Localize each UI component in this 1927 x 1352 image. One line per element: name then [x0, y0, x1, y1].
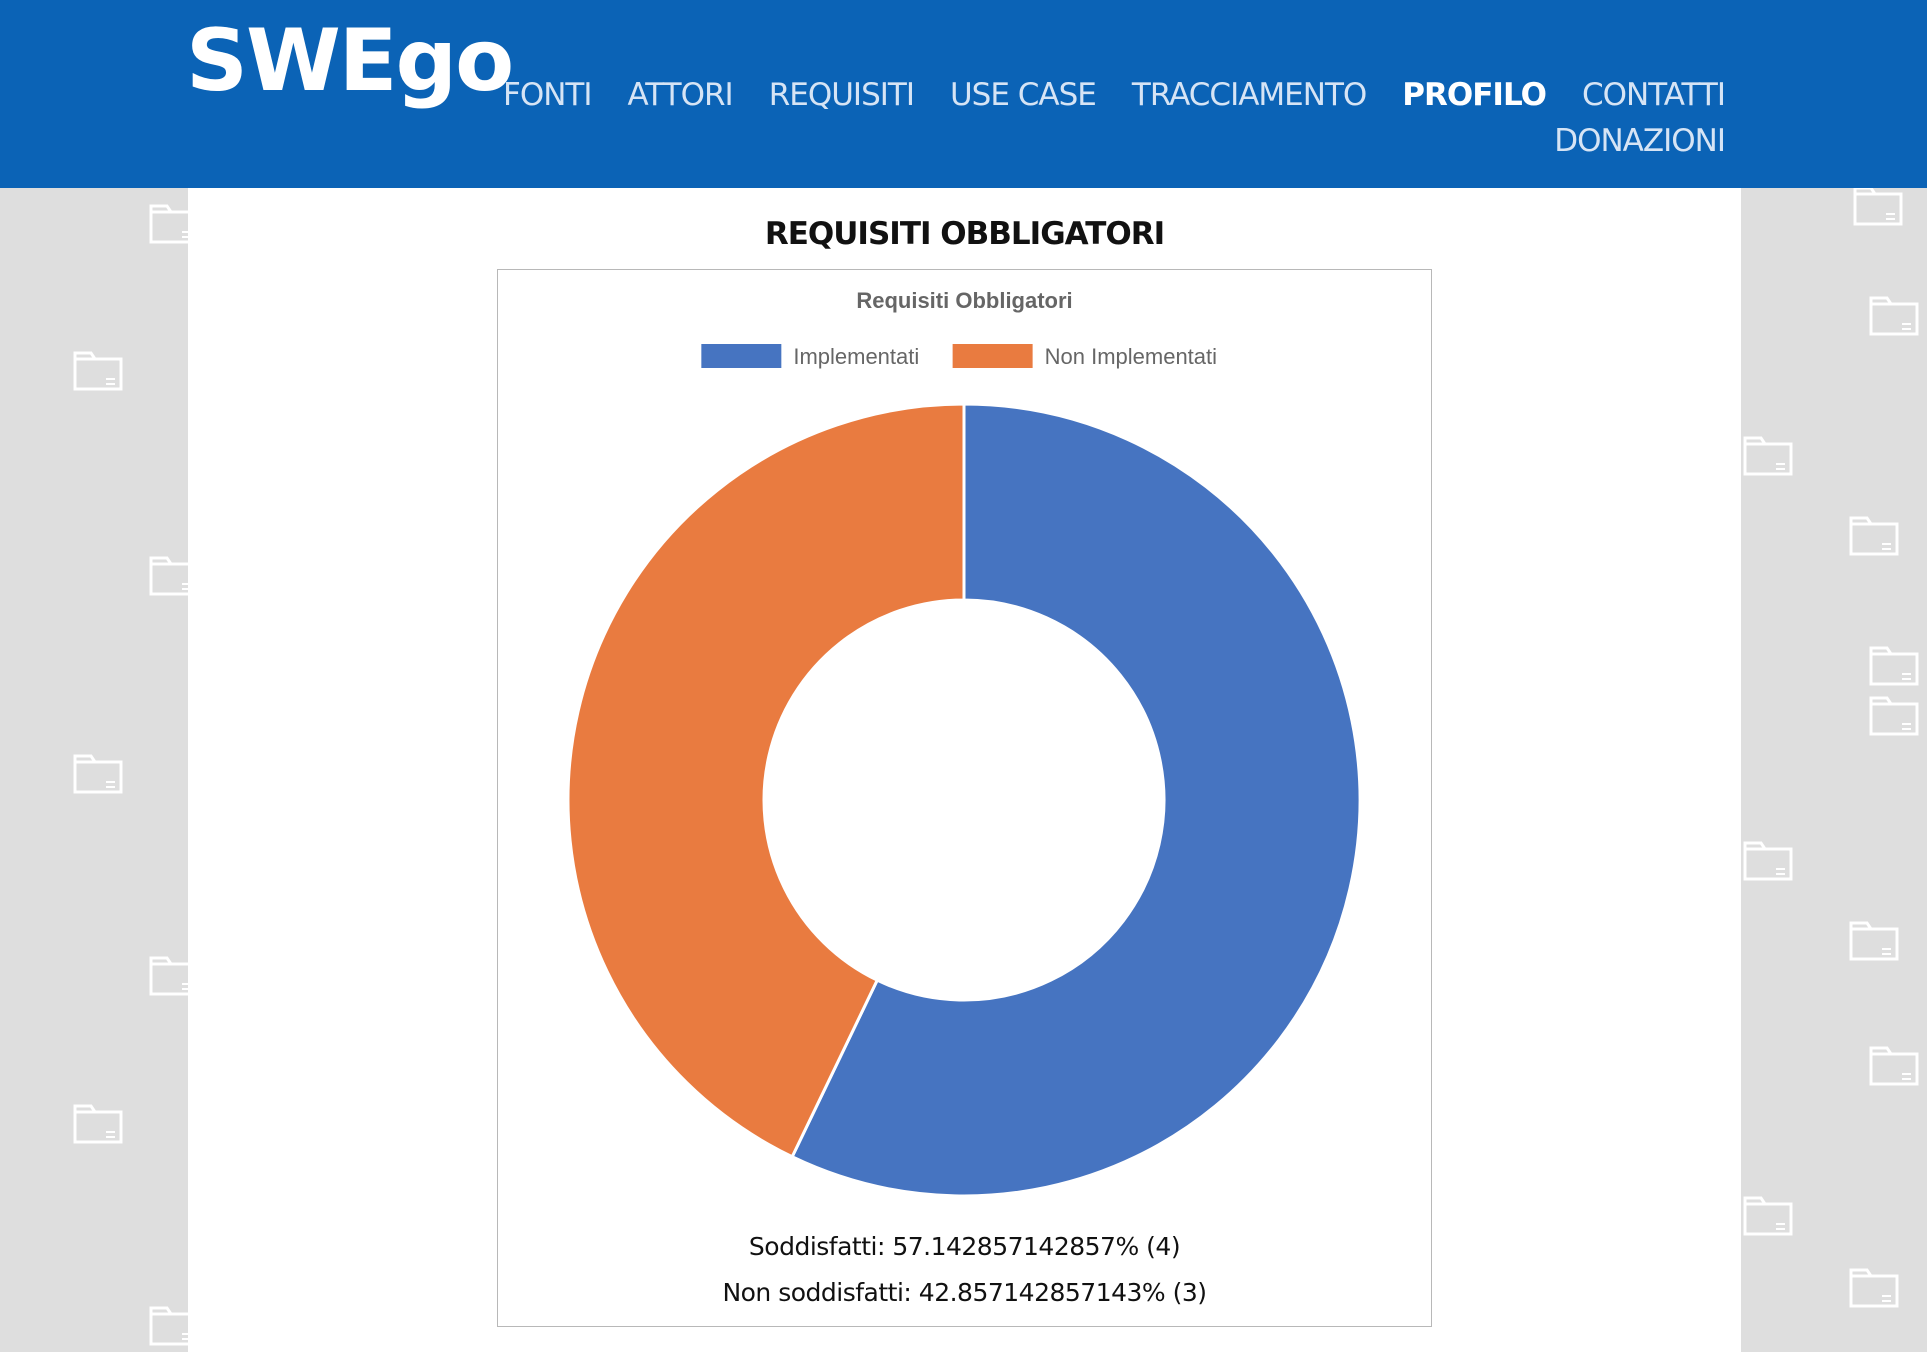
- folder-icon: [72, 1098, 124, 1146]
- chart-container: Requisiti Obbligatori Implementati Non Imp…: [497, 269, 1432, 1327]
- nav-contatti[interactable]: CONTATTI: [1581, 77, 1726, 113]
- doughnut-slice-non-implementati[interactable]: [566, 402, 966, 1159]
- legend-swatch-0[interactable]: [701, 344, 782, 368]
- chart-title: Requisiti Obbligatori: [856, 288, 1072, 313]
- nav-use-case[interactable]: USE CASE: [949, 77, 1097, 113]
- legend-swatch-1[interactable]: [952, 344, 1033, 368]
- main-nav: FONTI ATTORI REQUISITI USE CASE TRACCIAMENTO…: [465, 72, 1726, 164]
- folder-icon: [1742, 1190, 1794, 1238]
- nav-donazioni[interactable]: DONAZIONI: [1554, 123, 1726, 159]
- folder-icon: [1868, 640, 1920, 688]
- legend-label-0[interactable]: Implementati: [793, 344, 919, 369]
- folder-icon: [1742, 430, 1794, 478]
- folder-icon: [1848, 915, 1900, 963]
- unsatisfied-stat: Non soddisfatti: 42.857142857143% (3): [722, 1278, 1207, 1307]
- page-title: REQUISITI OBBLIGATORI: [764, 216, 1165, 252]
- folder-icon: [72, 345, 124, 393]
- nav-requisiti[interactable]: REQUISITI: [768, 77, 915, 113]
- nav-fonti[interactable]: FONTI: [502, 77, 592, 113]
- folder-icon: [1848, 510, 1900, 558]
- folder-icon: [1868, 1040, 1920, 1088]
- folder-icon: [1868, 690, 1920, 738]
- main-content: REQUISITI OBBLIGATORI Requisiti Obbligat…: [188, 188, 1741, 1352]
- site-header: SWEgo FONTI ATTORI REQUISITI USE CASE TRACCI…: [0, 0, 1927, 188]
- nav-profilo[interactable]: PROFILO: [1402, 77, 1547, 113]
- doughnut-chart: Requisiti Obbligatori Implementati Non Imp…: [566, 288, 1362, 1198]
- site-logo[interactable]: SWEgo: [186, 11, 514, 111]
- folder-icon: [1852, 180, 1904, 228]
- nav-attori[interactable]: ATTORI: [627, 77, 733, 113]
- folder-icon: [1848, 1262, 1900, 1310]
- legend-label-1[interactable]: Non Implementati: [1045, 344, 1217, 369]
- doughnut-slice-implementati[interactable]: [790, 402, 1362, 1198]
- nav-tracciamento[interactable]: TRACCIAMENTO: [1131, 77, 1367, 113]
- folder-icon: [72, 748, 124, 796]
- folder-icon: [1742, 835, 1794, 883]
- folder-icon: [1868, 290, 1920, 338]
- satisfied-stat: Soddisfatti: 57.142857142857% (4): [748, 1232, 1181, 1261]
